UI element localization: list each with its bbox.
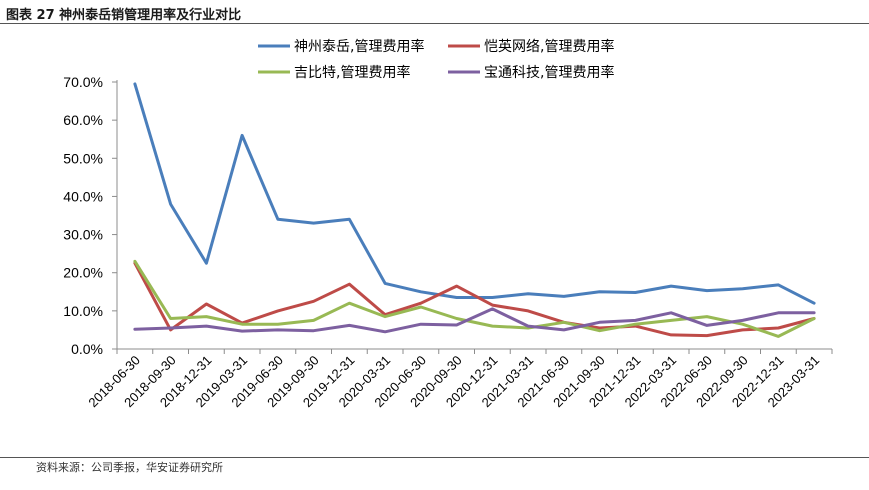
legend-label-1: 恺英网络,管理费用率 — [484, 38, 614, 55]
y-tick-label: 10.0% — [63, 303, 103, 319]
y-tick-label: 30.0% — [63, 227, 103, 243]
legend-label-0: 神州泰岳,管理费用率 — [294, 38, 424, 55]
series-line-0 — [133, 82, 816, 305]
y-tick-label: 40.0% — [63, 188, 103, 204]
source-note: 资料来源：公司季报，华安证券研究所 — [36, 461, 223, 474]
series-line-3 — [133, 307, 816, 334]
source-divider — [0, 457, 869, 458]
series-line-2 — [133, 259, 816, 338]
y-tick-label: 60.0% — [63, 112, 103, 128]
y-tick-label: 50.0% — [63, 150, 103, 166]
chart-series-lines — [133, 82, 816, 338]
series-line-1 — [133, 261, 816, 338]
chart-axes: 0.0%10.0%20.0%30.0%40.0%50.0%60.0%70.0%2… — [63, 74, 833, 410]
legend-label-2: 吉比特,管理费用率 — [294, 64, 410, 81]
y-tick-label: 0.0% — [71, 341, 103, 357]
y-tick-label: 70.0% — [63, 74, 103, 90]
title-divider — [0, 23, 869, 24]
legend-label-3: 宝通科技,管理费用率 — [484, 64, 614, 81]
figure-title: 图表 27 神州泰岳销管理用率及行业对比 — [6, 8, 242, 23]
y-tick-label: 20.0% — [63, 265, 103, 281]
line-chart: 0.0%10.0%20.0%30.0%40.0%50.0%60.0%70.0%2… — [63, 38, 833, 410]
